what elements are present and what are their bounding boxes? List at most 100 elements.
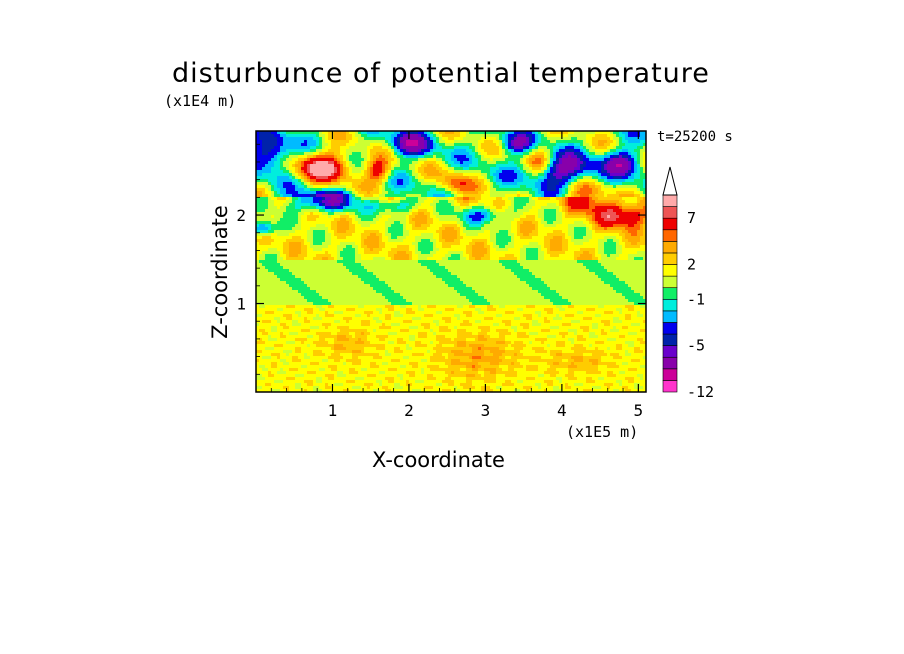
contour-cell (385, 131, 389, 135)
contour-cell (376, 206, 380, 210)
contour-cell (421, 239, 425, 243)
contour-cell (286, 146, 290, 150)
contour-cell (571, 143, 575, 147)
contour-cell (418, 164, 422, 168)
contour-cell (265, 173, 269, 177)
contour-cell (643, 197, 646, 201)
contour-cell (334, 203, 338, 207)
contour-cell (607, 164, 611, 168)
contour-cell (628, 206, 632, 210)
contour-cell (400, 137, 404, 141)
contour-cell (532, 197, 536, 201)
contour-cell (571, 242, 575, 246)
contour-cell (373, 137, 377, 141)
contour-cell (493, 143, 497, 147)
contour-cell (310, 245, 314, 249)
contour-cell (625, 170, 629, 174)
contour-cell (607, 134, 611, 138)
contour-cell (484, 188, 488, 192)
contour-cell (571, 212, 575, 216)
contour-cell (307, 206, 311, 210)
contour-cell (535, 203, 539, 207)
contour-cell (499, 149, 503, 153)
contour-cell (361, 185, 365, 189)
contour-cell (400, 194, 404, 198)
contour-cell (565, 155, 569, 159)
contour-cell (520, 161, 524, 165)
contour-cell (376, 194, 380, 198)
contour-cell (454, 176, 458, 180)
contour-cell (520, 170, 524, 174)
contour-cell (565, 188, 569, 192)
contour-cell (610, 155, 614, 159)
contour-cell (514, 179, 518, 183)
contour-cell (370, 191, 374, 195)
contour-cell (544, 209, 548, 213)
contour-cell (640, 185, 644, 189)
contour-cell (400, 149, 404, 153)
contour-cell (496, 188, 500, 192)
contour-cell (454, 203, 458, 207)
contour-cell (643, 233, 646, 237)
contour-cell (439, 149, 443, 153)
contour-cell (514, 227, 518, 231)
contour-cell (526, 224, 530, 228)
contour-cell (502, 182, 506, 186)
contour-cell (280, 197, 284, 201)
contour-cell (613, 200, 617, 204)
contour-cell (487, 227, 491, 231)
contour-cell (475, 215, 479, 219)
contour-cell (601, 170, 605, 174)
contour-cell (406, 203, 410, 207)
contour-cell (367, 242, 371, 246)
contour-cell (283, 200, 287, 204)
contour-cell (370, 179, 374, 183)
contour-cell (535, 161, 539, 165)
contour-cell (517, 173, 521, 177)
contour-cell (592, 152, 596, 156)
contour-cell (535, 143, 539, 147)
contour-cell (598, 188, 602, 192)
contour-cell (325, 230, 329, 234)
contour-cell (397, 194, 401, 198)
contour-cell (571, 233, 575, 237)
contour-cell (376, 149, 380, 153)
contour-cell (400, 140, 404, 144)
contour-cell (334, 161, 338, 165)
contour-cell (331, 176, 335, 180)
contour-cell (262, 227, 266, 231)
contour-cell (262, 164, 266, 168)
contour-cell (406, 155, 410, 159)
contour-cell (532, 230, 536, 234)
contour-cell (256, 137, 260, 141)
contour-cell (595, 197, 599, 201)
contour-cell (301, 176, 305, 180)
contour-cell (487, 200, 491, 204)
contour-cell (445, 143, 449, 147)
contour-cell (319, 143, 323, 147)
contour-cell (388, 155, 392, 159)
contour-cell (460, 179, 464, 183)
contour-cell (580, 143, 584, 147)
contour-cell (475, 158, 479, 162)
contour-cell (349, 227, 353, 231)
contour-cell (511, 221, 515, 225)
contour-cell (637, 161, 641, 165)
contour-cell (295, 212, 299, 216)
contour-cell (409, 197, 413, 201)
contour-cell (547, 137, 551, 141)
contour-cell (628, 215, 632, 219)
contour-cell (283, 191, 287, 195)
contour-cell (490, 188, 494, 192)
contour-cell (421, 131, 425, 135)
contour-cell (436, 236, 440, 240)
contour-cell (541, 197, 545, 201)
contour-cell (280, 140, 284, 144)
contour-cell (298, 203, 302, 207)
contour-cell (313, 131, 317, 135)
contour-cell (577, 143, 581, 147)
contour-cell (550, 152, 554, 156)
contour-cell (358, 140, 362, 144)
contour-cell (451, 203, 455, 207)
contour-cell (529, 164, 533, 168)
